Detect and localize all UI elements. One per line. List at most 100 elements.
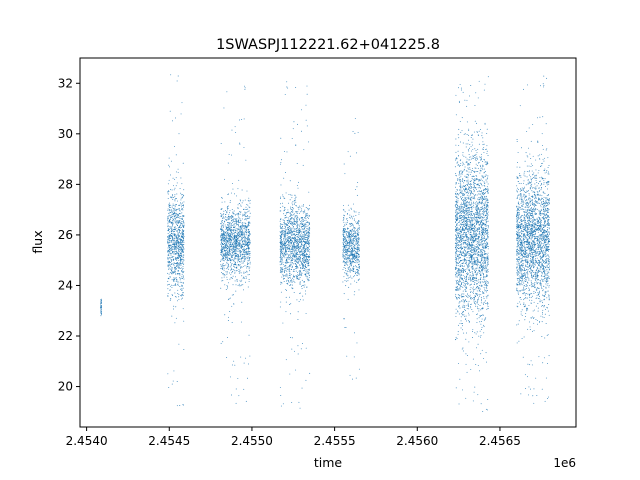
- data-point: [353, 238, 355, 240]
- data-point: [247, 223, 249, 225]
- data-point: [293, 214, 295, 216]
- data-point: [303, 266, 304, 268]
- data-point: [281, 263, 283, 264]
- data-point: [309, 268, 310, 270]
- data-point: [291, 265, 293, 267]
- data-point: [230, 254, 232, 256]
- data-point: [238, 283, 240, 285]
- data-point: [353, 219, 355, 221]
- data-point: [289, 373, 291, 375]
- data-point: [288, 233, 290, 234]
- data-point: [287, 226, 289, 228]
- data-point: [174, 197, 176, 199]
- data-point: [483, 210, 485, 212]
- data-point: [179, 267, 181, 269]
- data-point: [354, 258, 356, 260]
- data-point: [358, 263, 360, 265]
- data-point: [358, 274, 360, 276]
- data-point: [183, 270, 185, 272]
- data-point: [181, 249, 183, 251]
- data-point: [248, 197, 250, 199]
- data-point: [285, 213, 287, 215]
- data-point: [296, 251, 298, 253]
- data-point: [289, 271, 291, 273]
- data-point: [308, 215, 310, 216]
- data-point: [246, 241, 248, 243]
- data-point: [222, 267, 223, 269]
- data-point: [168, 205, 170, 207]
- data-point: [234, 280, 236, 282]
- data-point: [306, 228, 308, 229]
- data-point: [173, 189, 175, 191]
- data-point: [225, 216, 227, 218]
- data-point: [293, 222, 295, 224]
- data-point: [249, 254, 251, 256]
- data-point: [237, 207, 239, 209]
- data-point: [286, 151, 288, 153]
- data-point: [459, 209, 461, 211]
- data-point: [286, 237, 288, 239]
- data-point: [245, 251, 247, 253]
- data-point: [306, 267, 308, 268]
- data-point: [249, 253, 251, 255]
- data-point: [296, 276, 298, 278]
- data-point: [343, 260, 345, 262]
- data-point: [308, 236, 310, 237]
- data-point: [231, 262, 233, 264]
- data-point: [238, 269, 240, 271]
- data-point: [241, 244, 243, 246]
- data-point: [353, 255, 355, 257]
- data-point: [342, 231, 344, 233]
- data-point: [180, 177, 182, 179]
- data-point: [346, 251, 348, 253]
- data-point: [479, 213, 481, 214]
- data-point: [348, 250, 350, 252]
- data-point: [307, 265, 309, 267]
- data-point: [282, 205, 284, 207]
- data-point: [242, 277, 244, 279]
- data-point: [249, 202, 251, 204]
- data-point: [294, 216, 296, 218]
- data-point: [235, 255, 237, 257]
- data-point: [299, 206, 301, 208]
- data-point: [178, 267, 180, 269]
- data-point: [178, 243, 180, 245]
- data-point: [175, 171, 177, 173]
- data-point: [294, 255, 296, 257]
- data-point: [356, 246, 358, 248]
- data-point: [342, 242, 344, 244]
- data-point: [291, 402, 293, 403]
- data-point: [229, 247, 231, 249]
- data-point: [296, 244, 298, 246]
- data-point: [229, 266, 231, 268]
- data-point: [294, 215, 296, 217]
- data-point: [299, 282, 301, 284]
- data-point: [244, 259, 246, 261]
- data-point: [287, 211, 288, 213]
- data-point: [177, 228, 179, 230]
- data-point: [483, 319, 485, 321]
- data-point: [480, 302, 482, 304]
- data-point: [279, 306, 281, 308]
- data-point: [287, 262, 289, 264]
- data-point: [174, 216, 176, 218]
- data-point: [301, 220, 303, 222]
- data-point: [294, 241, 296, 243]
- data-point: [180, 240, 182, 242]
- data-point: [304, 216, 306, 218]
- data-point: [169, 289, 171, 291]
- data-point: [280, 247, 282, 249]
- data-point: [344, 260, 346, 262]
- data-point: [306, 275, 308, 277]
- data-point: [297, 311, 299, 313]
- data-point: [299, 259, 301, 261]
- data-point: [169, 196, 171, 198]
- data-point: [168, 190, 170, 192]
- data-point: [228, 235, 230, 237]
- data-point: [352, 247, 354, 249]
- data-point: [232, 253, 234, 255]
- data-point: [291, 268, 292, 270]
- data-point: [179, 229, 181, 231]
- data-point: [180, 242, 182, 244]
- data-point: [288, 280, 289, 282]
